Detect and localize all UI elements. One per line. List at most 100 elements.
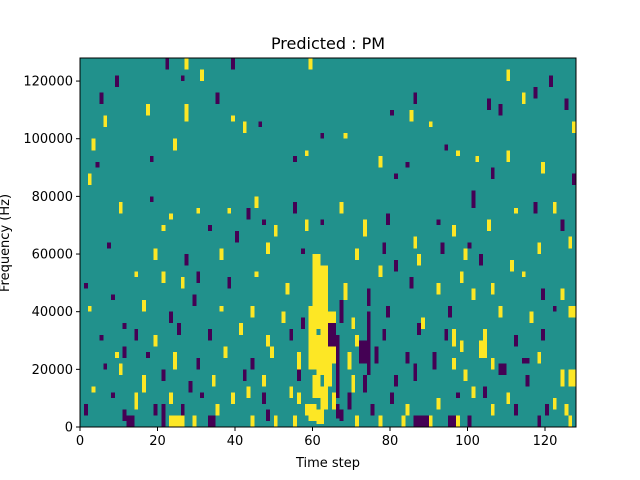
- heatmap-cell-low: [262, 219, 267, 226]
- x-tick-label: 40: [227, 434, 244, 449]
- heatmap-cell-high: [409, 109, 414, 122]
- heatmap-cell-high: [455, 415, 460, 427]
- heatmap-cell-high: [145, 104, 150, 116]
- heatmap-cell-low: [413, 92, 418, 105]
- heatmap-cell-low: [289, 328, 294, 341]
- heatmap-cell-low: [432, 352, 437, 370]
- heatmap-cell-high: [134, 271, 139, 278]
- heatmap-cell-low: [440, 242, 445, 255]
- heatmap-cell-high: [514, 207, 518, 214]
- heatmap-cell-high: [568, 369, 576, 387]
- heatmap-cell-low: [250, 357, 255, 370]
- heatmap-cell-high: [316, 334, 325, 376]
- heatmap-cell-high: [347, 352, 352, 370]
- heatmap-cell-high: [289, 386, 294, 399]
- heatmap-cell-high: [560, 369, 565, 387]
- heatmap-cell-high: [114, 352, 119, 358]
- heatmap-cell-high: [254, 196, 259, 208]
- heatmap-cell-low: [207, 328, 212, 341]
- heatmap-cell-high: [304, 219, 309, 231]
- heatmap-cell-low: [320, 132, 325, 139]
- heatmap-cell-high: [436, 282, 441, 295]
- heatmap-cell-low: [382, 328, 387, 341]
- heatmap-cell-low: [386, 305, 391, 318]
- x-tick-label: 120: [533, 434, 558, 449]
- heatmap-cell-high: [250, 305, 255, 318]
- heatmap-cell-high: [281, 311, 286, 324]
- heatmap-cell-low: [552, 305, 557, 312]
- heatmap-cell-high: [153, 334, 158, 347]
- heatmap-cell-low: [103, 363, 108, 370]
- heatmap-cell-low: [514, 334, 518, 347]
- heatmap-cell-low: [390, 392, 394, 404]
- heatmap-cell-low: [196, 357, 201, 370]
- x-axis: 0 20 40 60 80 100 120: [76, 427, 558, 449]
- heatmap-cell-high: [169, 415, 185, 427]
- heatmap-cell-high: [552, 202, 557, 214]
- heatmap-cell-high: [428, 415, 433, 427]
- heatmap-cell-high: [405, 403, 410, 416]
- heatmap-cell-high: [320, 386, 328, 410]
- heatmap-cell-low: [490, 167, 495, 180]
- heatmap-cell-low: [541, 288, 546, 301]
- heatmap-cell-high: [463, 248, 468, 260]
- heatmap-cell-high: [304, 403, 309, 416]
- heatmap-cell-low: [266, 409, 270, 422]
- heatmap-cell-low: [486, 98, 491, 110]
- y-tick-label: 20000: [32, 363, 73, 378]
- heatmap-cell-high: [529, 311, 534, 324]
- heatmap-cell-high: [103, 115, 108, 128]
- heatmap-cell-low: [134, 328, 139, 341]
- heatmap-cell-high: [378, 415, 383, 427]
- heatmap-cell-low: [548, 75, 553, 87]
- heatmap-cell-high: [355, 248, 360, 260]
- heatmap-cell-low: [180, 403, 185, 416]
- heatmap-cell-low: [413, 415, 429, 427]
- heatmap-cell-low: [320, 219, 325, 226]
- heatmap-cell-high: [324, 340, 332, 387]
- heatmap-cell-low: [99, 92, 104, 105]
- heatmap-cell-high: [184, 104, 189, 122]
- heatmap-cell-high: [266, 242, 270, 255]
- heatmap-cell-high: [537, 242, 542, 255]
- heatmap-cell-high: [413, 236, 418, 249]
- heatmap-cell-high: [568, 415, 573, 427]
- heatmap-cell-high: [490, 282, 495, 295]
- heatmap-cell-high: [506, 69, 511, 82]
- heatmap-cell-high: [560, 288, 565, 301]
- plot-area: [80, 58, 577, 427]
- heatmap-cell-high: [262, 375, 267, 387]
- heatmap-cell-low: [390, 109, 394, 116]
- heatmap-cell-high: [490, 403, 495, 416]
- heatmap-cell-high: [506, 392, 511, 404]
- heatmap-cell-low: [297, 369, 301, 381]
- y-axis-label: Frequency (Hz): [0, 194, 13, 292]
- heatmap-cell-low: [258, 121, 263, 128]
- heatmap-cell-low: [169, 311, 174, 324]
- y-tick-label: 40000: [32, 305, 73, 320]
- heatmap-cell-low: [95, 161, 100, 168]
- heatmap-cell-high: [417, 254, 422, 266]
- heatmap-cell-high: [510, 259, 515, 272]
- heatmap-cell-high: [521, 271, 526, 278]
- heatmap-cell-high: [223, 346, 228, 358]
- heatmap-cell-high: [285, 282, 290, 295]
- y-tick-label: 100000: [23, 132, 73, 147]
- heatmap-cell-high: [231, 115, 236, 122]
- chart-title: Predicted : PM: [271, 34, 385, 53]
- heatmap-cell-high: [343, 132, 348, 139]
- heatmap-cell-low: [409, 277, 414, 289]
- heatmap-cell-high: [316, 409, 325, 425]
- heatmap-cell-high: [211, 375, 216, 387]
- heatmap-cell-high: [343, 282, 348, 301]
- heatmap-cell-low: [335, 334, 340, 399]
- heatmap-cell-high: [308, 58, 313, 70]
- heatmap-cell-high: [490, 357, 495, 370]
- heatmap-cell-low: [188, 380, 193, 393]
- heatmap-cell-high: [401, 415, 406, 427]
- heatmap-cell-low: [111, 392, 115, 399]
- heatmap-cell-high: [452, 225, 456, 237]
- heatmap-cell-high: [331, 392, 336, 410]
- heatmap-cell-high: [421, 317, 425, 329]
